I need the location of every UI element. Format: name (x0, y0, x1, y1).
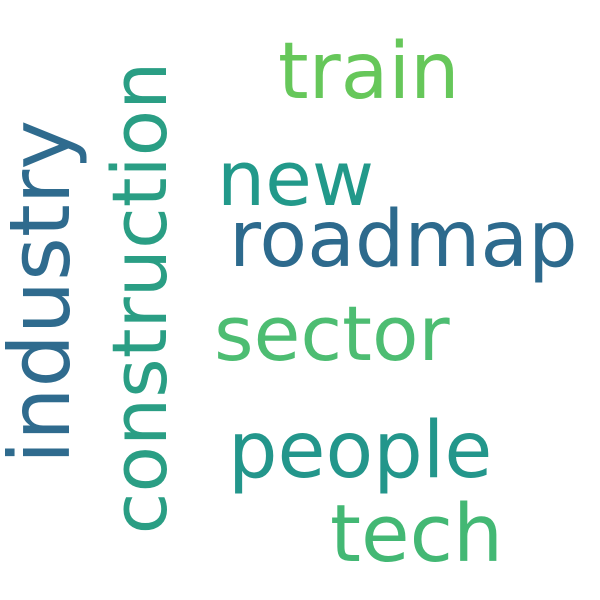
word-roadmap: roadmap (229, 195, 578, 285)
word-industry: industry (0, 119, 89, 465)
word-tech: tech (330, 488, 504, 580)
word-sector: sector (214, 289, 450, 378)
word-new: new (217, 134, 375, 223)
word-people: people (228, 406, 493, 496)
word-construction: construction (95, 61, 184, 535)
word-train: train (278, 27, 460, 117)
